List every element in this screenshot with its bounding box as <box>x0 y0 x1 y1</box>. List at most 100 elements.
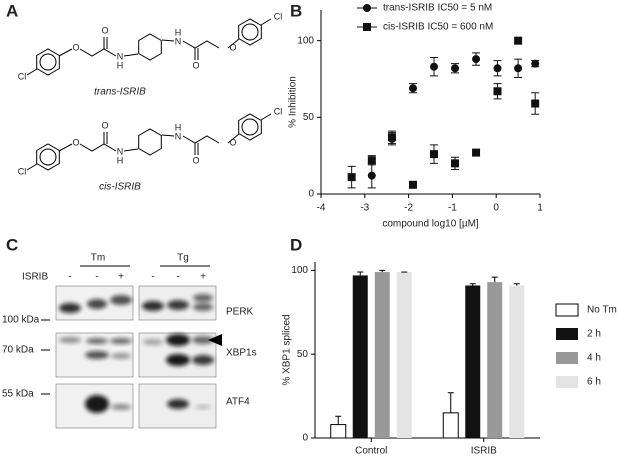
blot-band <box>111 404 131 410</box>
blot-band <box>87 299 107 309</box>
bar <box>442 412 459 439</box>
lane-sign: - <box>68 272 71 283</box>
aromatic-circle <box>241 23 259 41</box>
error-bar <box>469 283 476 286</box>
blot-band <box>193 303 213 311</box>
point <box>367 156 376 165</box>
point <box>514 36 523 45</box>
error-bar <box>357 271 364 276</box>
point <box>514 64 523 73</box>
point <box>472 148 481 157</box>
point <box>367 171 376 180</box>
lane-sign: - <box>95 272 98 283</box>
x-tick-label: -2 <box>404 203 413 214</box>
legend-swatch <box>555 303 579 317</box>
blot-band <box>59 303 81 313</box>
bar <box>330 424 347 439</box>
point <box>408 84 417 93</box>
point <box>430 62 439 71</box>
blot-band <box>110 338 132 344</box>
blot-band <box>59 337 81 343</box>
protein-label: XBP1s <box>226 348 257 359</box>
atom-label: O <box>101 25 108 35</box>
atom-label: Cl <box>274 11 283 21</box>
atom-label: N <box>175 36 182 46</box>
panel-letter: D <box>290 235 302 254</box>
bar <box>352 275 368 438</box>
blot-band <box>111 353 131 359</box>
legend-label: cis-ISRIB IC50 = 600 nM <box>383 22 493 33</box>
aromatic-circle <box>241 118 259 136</box>
legend-label: 4 h <box>587 353 601 364</box>
treatment-label: Tg <box>177 253 189 264</box>
atom-label: O <box>101 120 108 130</box>
atom-label: H <box>117 155 124 165</box>
y-tick-label: 100 <box>291 265 308 276</box>
blot-band <box>143 339 163 345</box>
error-bar <box>335 415 342 425</box>
y-tick-label: 0 <box>302 433 308 444</box>
marker-label: 100 kDa <box>2 315 40 326</box>
blot-band <box>166 334 190 346</box>
y-tick-label: 100 <box>297 35 314 46</box>
error-bar <box>447 392 454 413</box>
point <box>531 59 540 68</box>
point <box>387 133 396 142</box>
x-axis-title: compound log10 [µM] <box>382 219 479 230</box>
benzene-ring <box>238 113 262 141</box>
aromatic-circle <box>39 148 57 166</box>
point <box>451 159 460 168</box>
legend-swatch <box>556 328 578 340</box>
legend-label: No Tm <box>587 305 617 316</box>
point <box>493 64 502 73</box>
atom-label: Cl <box>18 71 27 81</box>
marker-label: 55 kDa <box>2 389 34 400</box>
atom-label: H <box>117 60 124 70</box>
legend-label: trans-ISRIB IC50 = 5 nM <box>383 3 492 14</box>
atom-label: N <box>117 146 124 156</box>
error-bar <box>379 269 386 273</box>
y-tick-label: 0 <box>308 189 314 200</box>
atom-label: N <box>117 51 124 61</box>
protein-label: PERK <box>226 307 254 318</box>
point <box>472 55 481 64</box>
blot-band <box>110 295 132 305</box>
atom-label: H <box>175 122 182 132</box>
row-label: ISRIB <box>22 272 48 283</box>
arrowhead <box>208 334 222 346</box>
blot-band <box>85 351 109 359</box>
panel-letter: B <box>290 1 302 20</box>
x-tick-label: 0 <box>493 203 499 214</box>
atom-label: Cl <box>274 106 283 116</box>
legend-marker <box>363 4 371 12</box>
atom-label: N <box>175 131 182 141</box>
blot-band <box>192 355 214 365</box>
point <box>347 173 356 182</box>
x-tick-label: Control <box>355 446 387 457</box>
x-tick-label: -3 <box>360 203 369 214</box>
y-tick-label: 50 <box>303 112 315 123</box>
point <box>451 64 460 73</box>
point <box>493 87 502 96</box>
blot-band <box>142 301 164 311</box>
blot-band <box>192 336 214 344</box>
blot-band <box>195 405 211 409</box>
x-tick-label: 1 <box>537 203 543 214</box>
lane-sign: + <box>118 272 124 283</box>
bar <box>374 272 390 438</box>
lane-sign: - <box>151 272 154 283</box>
point <box>408 180 417 189</box>
protein-label: ATF4 <box>226 397 250 408</box>
benzene-ring <box>238 18 262 46</box>
legend-swatch <box>556 352 578 364</box>
atom-label: O <box>229 42 236 52</box>
panel-letter: A <box>6 1 18 20</box>
lane-sign: + <box>200 272 206 283</box>
y-axis-title: % Inhibition <box>288 76 299 128</box>
x-tick-label: -4 <box>317 203 326 214</box>
legend-label: 6 h <box>587 377 601 388</box>
treatment-label: Tm <box>91 253 105 264</box>
